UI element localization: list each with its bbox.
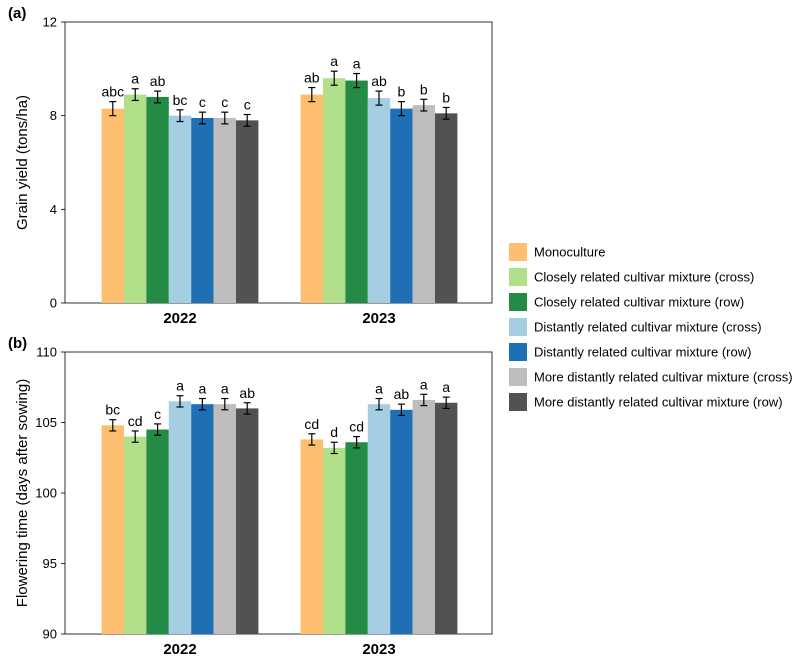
bar [191, 118, 214, 303]
legend-label: More distantly related cultivar mixture … [534, 370, 793, 385]
legend-swatch [509, 368, 527, 386]
legend-swatch [509, 393, 527, 411]
bar [323, 78, 346, 303]
y-tick-label: 110 [36, 345, 57, 360]
significance-letter: a [353, 56, 361, 72]
y-tick-label: 90 [43, 627, 57, 642]
significance-letter: bc [173, 92, 188, 108]
bar [191, 404, 214, 634]
y-tick-label: 8 [50, 108, 57, 123]
significance-letter: a [375, 381, 383, 397]
legend-label: Distantly related cultivar mixture (cros… [534, 320, 762, 335]
legend-swatch [509, 318, 527, 336]
y-tick-label: 105 [35, 415, 57, 430]
legend-label: Closely related cultivar mixture (row) [534, 295, 744, 310]
bar [146, 96, 169, 303]
significance-letter: abc [102, 84, 125, 100]
bar [213, 404, 236, 634]
panel-label: (a) [8, 5, 26, 22]
bar [300, 439, 323, 634]
bar [390, 409, 413, 634]
significance-letter: a [176, 378, 184, 394]
significance-letter: cd [349, 419, 364, 435]
significance-letter: ab [394, 386, 410, 402]
bar [236, 120, 259, 303]
bar [345, 442, 368, 634]
bar [345, 80, 368, 304]
y-tick-label: 95 [43, 556, 57, 571]
significance-letter: cd [304, 416, 319, 432]
legend-label: Monoculture [534, 245, 606, 260]
panel-b: (b) 90 95 100 105 110 Flowering time (days aft… [8, 335, 493, 658]
legend-label: Closely related cultivar mixture (cross) [534, 270, 754, 285]
bar [213, 118, 236, 303]
panel-label: (b) [8, 335, 27, 352]
plot-frame [64, 21, 493, 304]
significance-letter: ab [304, 70, 320, 86]
bar [124, 94, 147, 303]
legend-swatch [509, 293, 527, 311]
category-label: 2022 [163, 641, 196, 658]
bar [323, 447, 346, 634]
significance-letter: c [154, 406, 161, 422]
bar [390, 108, 413, 304]
significance-letter: ab [239, 385, 255, 401]
significance-letter: a [330, 53, 338, 69]
significance-letter: a [131, 71, 139, 87]
significance-letter: c [244, 96, 251, 112]
legend-label: Distantly related cultivar mixture (row) [534, 345, 751, 360]
bar [435, 113, 458, 303]
legend: Monoculture Closely related cultivar mixt… [509, 243, 793, 411]
legend-swatch [509, 268, 527, 286]
significance-letter: a [420, 376, 428, 392]
bar [412, 399, 435, 634]
significance-letter: b [442, 89, 450, 105]
bar [300, 94, 323, 303]
bar [146, 429, 169, 634]
y-tick-label: 4 [50, 202, 57, 217]
legend-swatch [509, 243, 527, 261]
significance-letter: b [398, 84, 406, 100]
bar [236, 408, 259, 634]
bar [101, 425, 124, 634]
significance-letter: a [199, 381, 207, 397]
bar [367, 404, 391, 634]
bar [412, 105, 435, 303]
bar [168, 401, 192, 634]
legend-swatch [509, 343, 527, 361]
significance-letter: ab [371, 73, 387, 89]
category-label: 2023 [362, 310, 395, 327]
bar [168, 115, 192, 304]
y-axis-title: Flowering time (days after sowing) [14, 379, 31, 607]
significance-letter: cd [128, 413, 143, 429]
y-tick-label: 12 [43, 15, 57, 30]
bar [435, 402, 458, 634]
category-label: 2023 [362, 641, 395, 658]
significance-letter: c [199, 94, 206, 110]
significance-letter: a [221, 381, 229, 397]
bar [101, 108, 124, 304]
legend-label: More distantly related cultivar mixture … [534, 395, 783, 410]
significance-letter: d [330, 424, 338, 440]
significance-letter: b [420, 81, 428, 97]
significance-letter: a [442, 379, 450, 395]
y-tick-label: 100 [35, 486, 57, 501]
y-tick-label: 0 [50, 296, 57, 311]
significance-letter: c [221, 94, 228, 110]
category-label: 2022 [163, 310, 196, 327]
bar [367, 98, 391, 304]
significance-letter: bc [105, 402, 120, 418]
bar [124, 436, 147, 634]
significance-letter: ab [150, 73, 166, 89]
y-axis-title: Grain yield (tons/ha) [14, 95, 31, 230]
